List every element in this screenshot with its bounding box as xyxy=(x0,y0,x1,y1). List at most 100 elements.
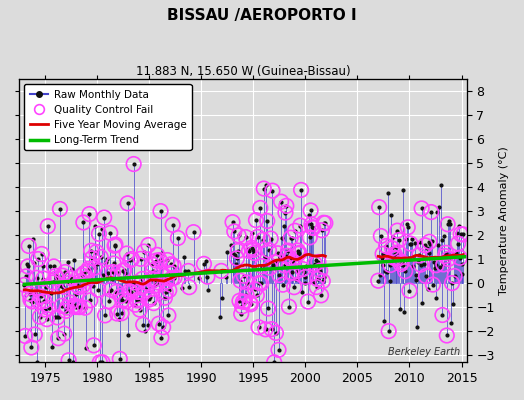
Point xyxy=(126,257,134,264)
Point xyxy=(91,264,99,271)
Point xyxy=(407,241,416,248)
Point xyxy=(120,267,128,274)
Point xyxy=(77,278,85,284)
Point xyxy=(180,253,188,260)
Point xyxy=(275,272,283,278)
Point xyxy=(247,244,256,251)
Point xyxy=(422,273,430,279)
Point xyxy=(458,261,466,268)
Point xyxy=(277,198,285,205)
Point xyxy=(122,298,130,304)
Point xyxy=(166,270,174,276)
Point xyxy=(157,334,166,341)
Point xyxy=(153,252,161,258)
Point xyxy=(39,275,48,282)
Point xyxy=(50,263,58,270)
Point xyxy=(42,284,50,290)
Point xyxy=(451,251,460,258)
Point xyxy=(244,246,253,253)
Point xyxy=(459,231,467,238)
Point xyxy=(390,251,399,257)
Point xyxy=(299,266,307,272)
Point xyxy=(41,306,49,313)
Point xyxy=(292,268,301,274)
Point xyxy=(125,288,134,294)
Point xyxy=(453,230,462,237)
Point xyxy=(393,228,401,234)
Point xyxy=(151,282,159,289)
Point xyxy=(247,301,255,308)
Point xyxy=(68,266,77,272)
Point xyxy=(243,279,252,286)
Point xyxy=(84,266,93,272)
Point xyxy=(89,283,97,289)
Point xyxy=(374,278,383,284)
Point xyxy=(103,256,111,262)
Point xyxy=(113,310,122,317)
Point xyxy=(127,289,135,296)
Point xyxy=(148,261,156,268)
Point xyxy=(256,205,265,211)
Point xyxy=(256,205,265,211)
Point xyxy=(71,302,79,308)
Point xyxy=(163,257,172,263)
Point xyxy=(302,262,310,269)
Point xyxy=(234,248,242,254)
Point xyxy=(298,288,306,295)
Point xyxy=(113,310,122,317)
Point xyxy=(435,204,443,210)
Point xyxy=(78,283,86,289)
Point xyxy=(446,220,454,227)
Point xyxy=(238,303,246,310)
Point xyxy=(130,286,139,292)
Point xyxy=(110,260,118,267)
Point xyxy=(164,312,172,319)
Point xyxy=(54,335,62,342)
Point xyxy=(25,291,34,297)
Point xyxy=(287,269,296,275)
Point xyxy=(45,305,53,311)
Point xyxy=(428,238,436,244)
Point xyxy=(132,280,140,286)
Point xyxy=(35,299,43,305)
Point xyxy=(267,326,276,332)
Point xyxy=(441,253,449,259)
Point xyxy=(308,224,316,230)
Point xyxy=(161,294,169,301)
Point xyxy=(71,304,80,310)
Point xyxy=(120,267,128,274)
Point xyxy=(229,250,237,256)
Point xyxy=(239,272,248,279)
Point xyxy=(435,264,444,270)
Point xyxy=(443,332,451,339)
Point xyxy=(23,261,31,267)
Point xyxy=(145,296,154,303)
Point xyxy=(295,250,303,256)
Point xyxy=(383,269,391,275)
Point xyxy=(406,240,414,247)
Point xyxy=(101,312,109,318)
Point xyxy=(262,182,270,188)
Point xyxy=(157,334,166,341)
Point xyxy=(51,273,60,279)
Point xyxy=(116,293,125,299)
Point xyxy=(272,330,280,336)
Point xyxy=(156,257,164,263)
Point xyxy=(402,236,410,242)
Point xyxy=(250,250,258,256)
Point xyxy=(135,296,143,302)
Point xyxy=(144,242,152,248)
Point xyxy=(251,286,259,292)
Point xyxy=(311,261,319,267)
Point xyxy=(20,282,29,288)
Point xyxy=(134,289,142,295)
Point xyxy=(390,255,398,261)
Point xyxy=(447,320,455,326)
Point xyxy=(274,250,282,256)
Point xyxy=(36,314,44,320)
Point xyxy=(141,286,150,292)
Point xyxy=(443,221,452,228)
Point xyxy=(185,284,193,290)
Point xyxy=(63,304,71,311)
Point xyxy=(27,344,36,351)
